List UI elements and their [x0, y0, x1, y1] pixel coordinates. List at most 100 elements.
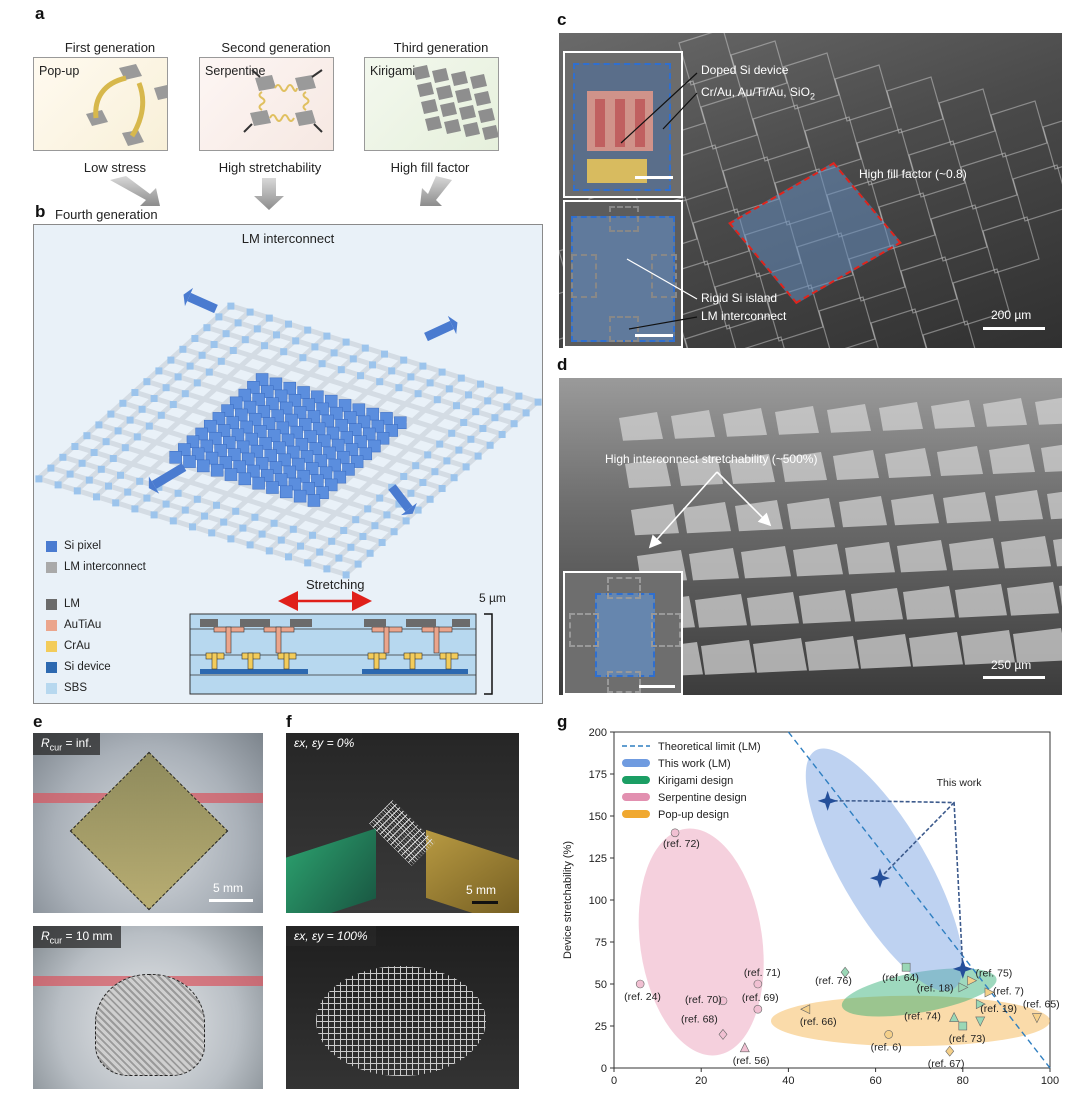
outer-pixel: [328, 537, 336, 545]
outer-pixel: [109, 455, 117, 462]
data-point: [718, 1028, 728, 1040]
y-tick-label: 100: [589, 895, 607, 907]
inset-scale-bar-d: [639, 685, 675, 688]
photo-unstretched: εx, εy = 0% 5 mm: [286, 733, 519, 913]
si-pixel-swatch: [46, 540, 57, 552]
kirigami-label: Kirigami: [370, 64, 416, 78]
si-pixel: [183, 455, 196, 468]
outer-pixel: [337, 366, 345, 374]
outer-pixel: [213, 501, 220, 509]
outer-pixel: [114, 427, 122, 435]
outer-pixel: [304, 326, 312, 334]
outer-pixel: [354, 560, 362, 568]
outer-pixel: [117, 471, 124, 479]
outer-pixel: [414, 506, 422, 514]
crau-swatch: [46, 640, 57, 652]
sem-stretched-tile: [619, 412, 663, 441]
this-work-point: [952, 958, 973, 979]
sem-stretched-tile: [1047, 491, 1062, 520]
si-pixel: [252, 476, 265, 490]
sem-stretched-tile: [683, 502, 731, 534]
strain-value-0: y = 0%: [317, 736, 355, 750]
outer-pixel: [402, 517, 410, 525]
lm-interconnect-sem-label: LM interconnect: [701, 309, 787, 323]
outer-pixel: [472, 408, 480, 416]
photo-curved: Rcur = 10 mm: [33, 926, 263, 1089]
sem-stretched-tile: [989, 444, 1035, 474]
r-symbol-2: R: [41, 929, 50, 943]
outer-pixel: [73, 487, 81, 495]
data-label: (ref. 74): [904, 1011, 941, 1023]
first-generation-title: First generation: [64, 40, 156, 55]
high-stretchability-label: High stretchability: [218, 160, 322, 175]
outer-pixel: [433, 396, 441, 404]
sem-tile: [990, 100, 1048, 158]
outer-pixel: [438, 368, 446, 376]
si-pixel: [169, 451, 182, 464]
outer-pixel: [510, 420, 518, 428]
epsilon-symbol: ε: [294, 736, 300, 750]
sem-stretched-tile: [903, 586, 955, 620]
sem-tile: [930, 204, 988, 262]
data-point: [975, 999, 986, 1010]
outer-pixel: [35, 475, 43, 483]
sem-stretched-tile: [885, 448, 931, 478]
scale-bar-c: [983, 327, 1045, 330]
outer-pixel: [210, 341, 218, 348]
si-pixel: [197, 459, 210, 473]
outer-pixel: [388, 367, 396, 375]
kirigami-tile: [436, 85, 453, 100]
outer-pixel: [309, 531, 316, 539]
data-point: [1031, 1013, 1042, 1024]
inset-interconnect: [563, 571, 683, 695]
metal-stack-text: Cr/Au, Au/Ti/Au, SiO: [701, 85, 810, 99]
outer-pixel: [330, 349, 338, 357]
thickness-label: 5 µm: [479, 591, 506, 605]
inset-scale-bar-1: [635, 176, 673, 179]
theoretical-limit-line: [787, 731, 1051, 1069]
sem-stretched-tile: [775, 406, 819, 435]
data-point: [753, 1004, 763, 1014]
data-point: [635, 979, 645, 989]
outer-pixel: [215, 313, 223, 321]
outer-pixel: [457, 374, 465, 382]
crau-legend-label: CrAu: [64, 640, 91, 652]
data-point: [840, 966, 850, 978]
autiau-legend-label: AuTiAu: [64, 619, 102, 631]
si-pixel: [307, 494, 321, 507]
outer-pixel: [292, 337, 300, 345]
outer-pixel: [126, 416, 134, 424]
inset-scale-bar-2: [635, 334, 673, 337]
outer-pixel: [155, 367, 163, 375]
kirigami-tile: [444, 119, 461, 134]
outer-pixel: [477, 380, 484, 388]
sem-stretched-tile: [1007, 582, 1059, 616]
y-tick-label: 75: [595, 937, 607, 949]
outer-pixel: [102, 438, 110, 446]
legend-swatch: [622, 776, 650, 784]
data-point: [901, 962, 911, 972]
outer-pixel: [107, 410, 115, 418]
panel-label-c: c: [557, 10, 567, 29]
legend-label: Pop-up design: [658, 809, 729, 821]
outer-pixel: [157, 411, 165, 419]
outer-pixel: [390, 528, 398, 536]
legend-lm: LM: [46, 598, 80, 610]
outer-pixel: [318, 360, 326, 368]
sem-tile: [700, 92, 758, 150]
sem-stretched-tile: [851, 588, 903, 622]
outer-pixel: [261, 342, 268, 350]
outer-pixel: [133, 433, 141, 441]
sem-tile: [900, 256, 958, 314]
stretchability-chart: This work (ref. 72) (ref. 24) (ref. 70) (ref…: [562, 727, 1060, 1087]
lm-interconnect-panel: LM interconnect Si pixel LM interconnect…: [33, 224, 543, 704]
sem-stretched-tile: [695, 594, 747, 628]
outer-pixel: [460, 419, 468, 426]
sem-stretched-tile: [1053, 538, 1062, 567]
data-point: [739, 1042, 750, 1053]
sem-stretched-tile: [983, 398, 1027, 427]
sem-stretched-tile: [833, 450, 879, 480]
fourth-generation-heading: Fourth generation: [55, 207, 158, 222]
data-label: (ref. 19): [980, 1003, 1017, 1015]
outer-pixel: [414, 390, 422, 398]
